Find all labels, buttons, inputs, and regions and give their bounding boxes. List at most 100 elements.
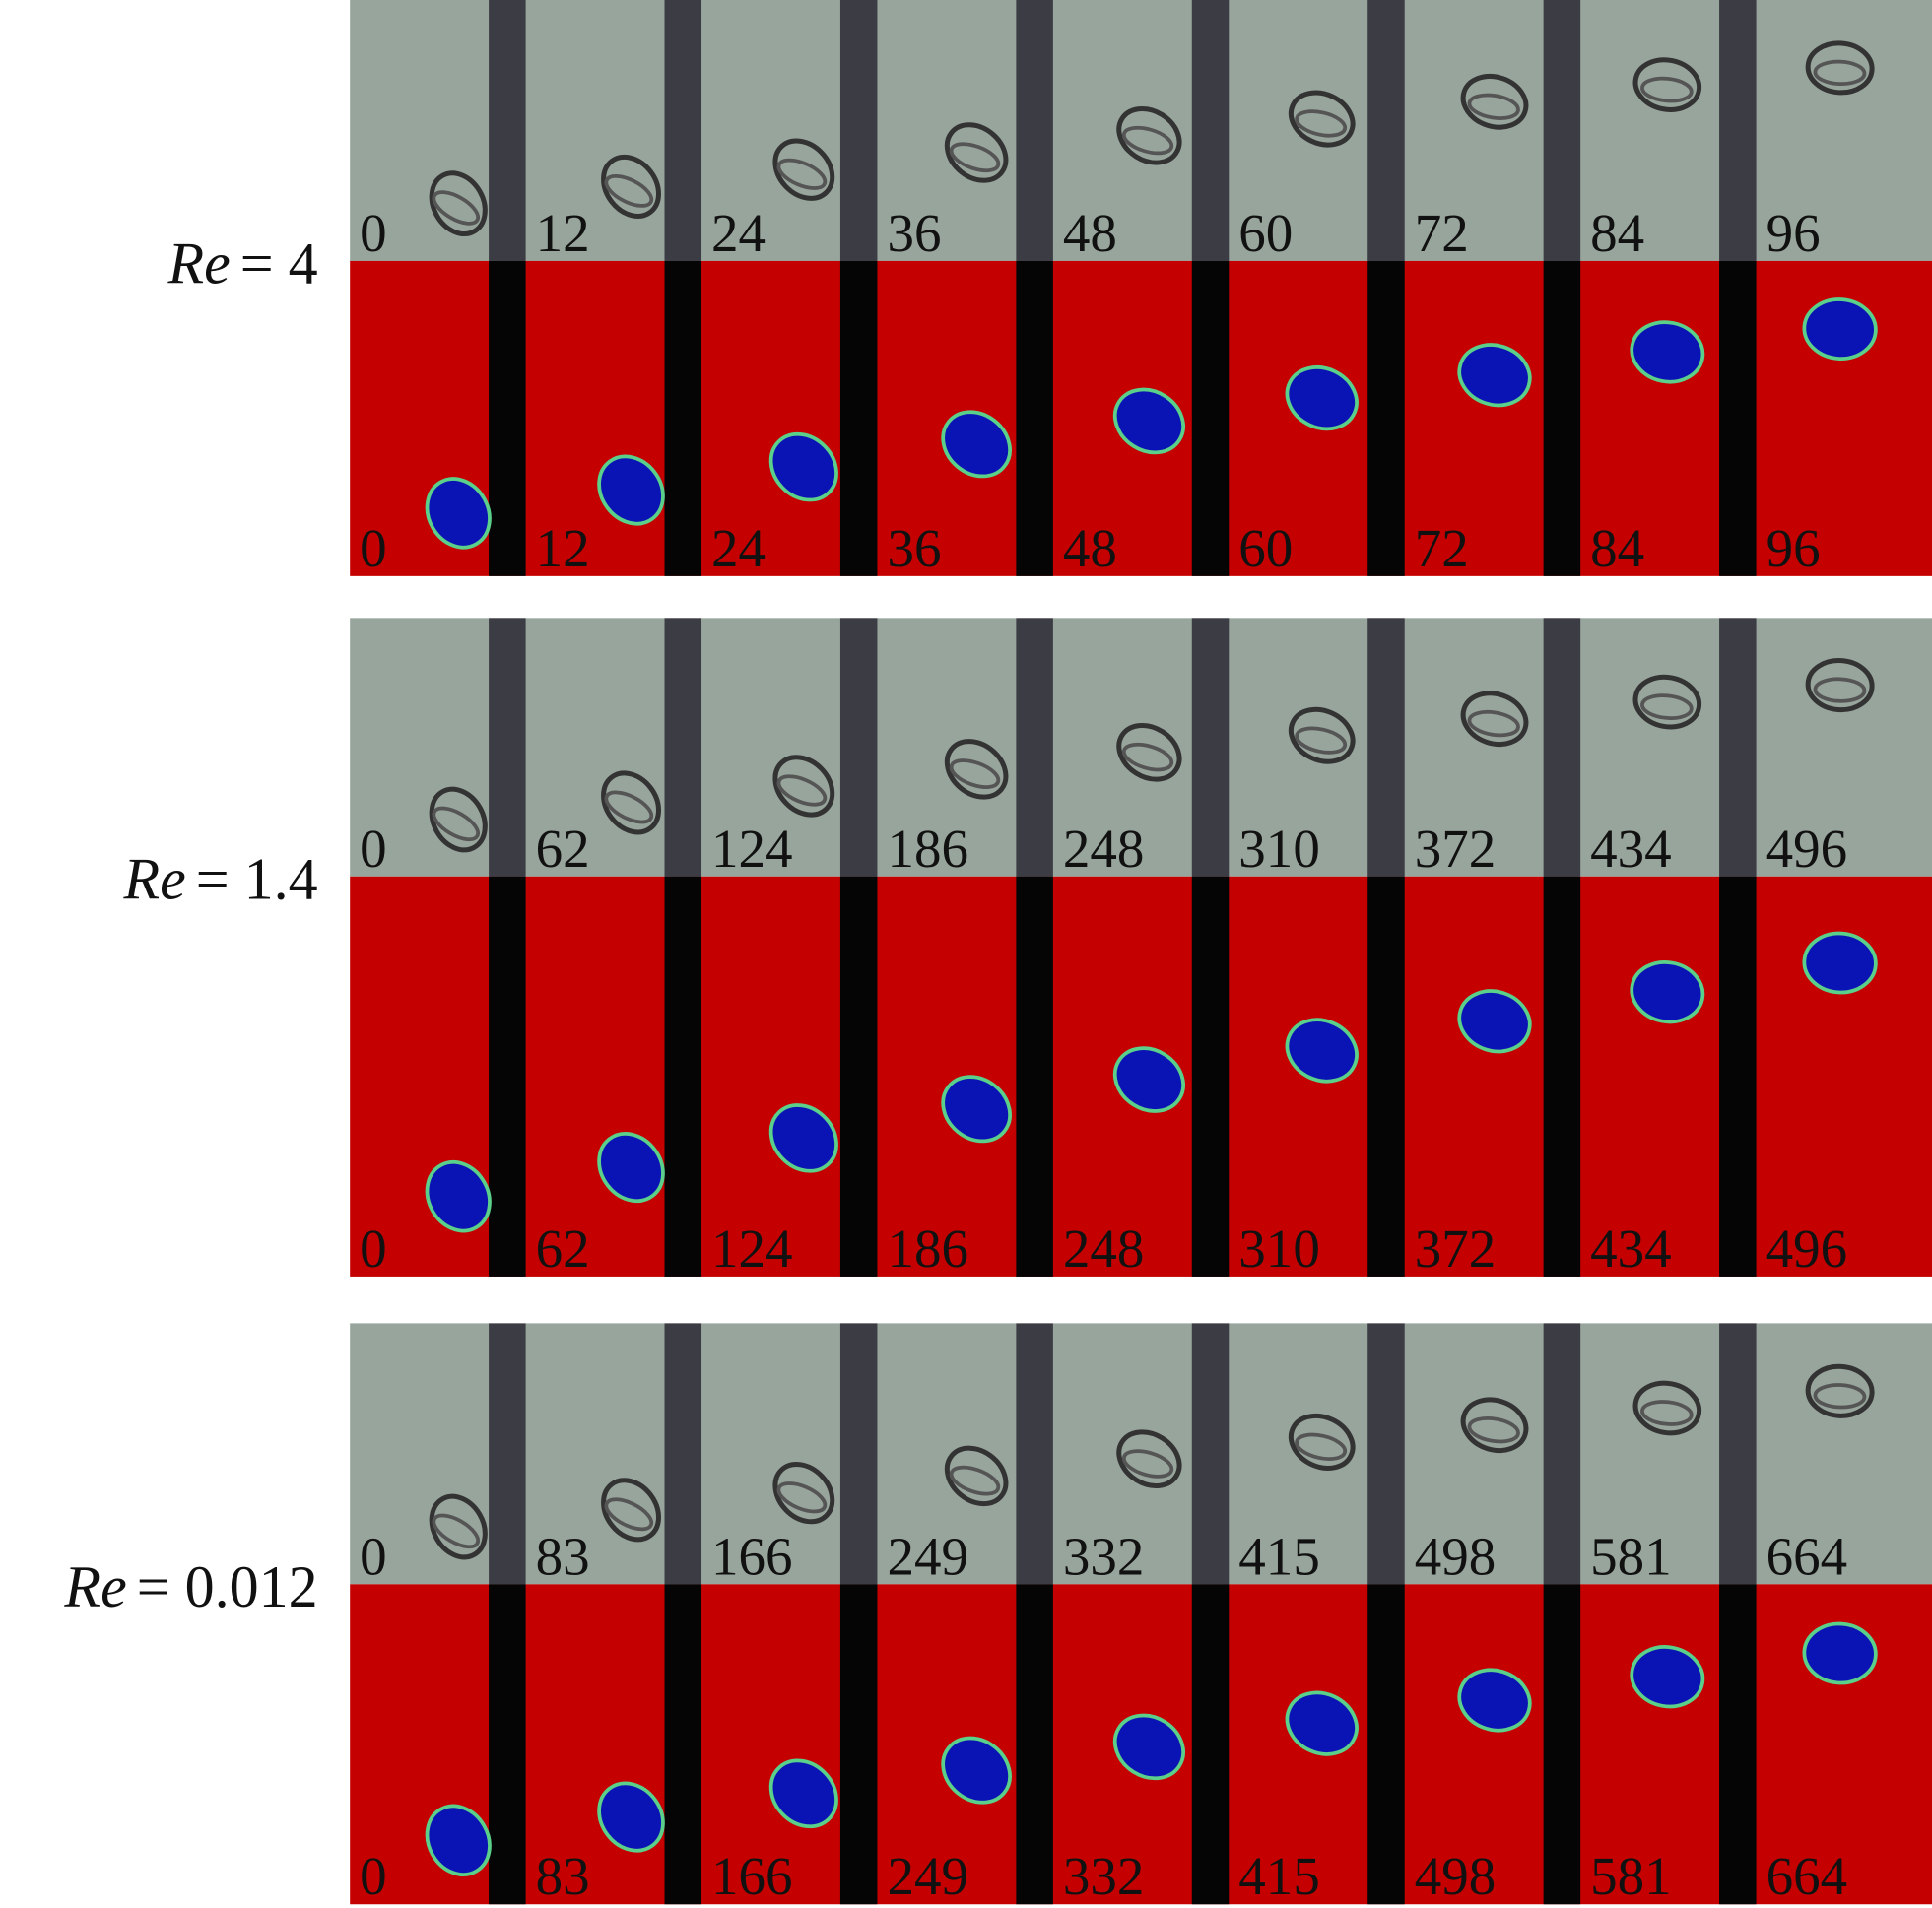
bubble-sim	[597, 1781, 665, 1853]
time-label-sim: 60	[1238, 518, 1293, 578]
time-label-photo: 60	[1238, 203, 1293, 263]
wall-photo	[1016, 0, 1053, 261]
bubble-sim	[1457, 1668, 1532, 1733]
row-label: Re = 1.4	[122, 846, 317, 911]
bubble-sim	[425, 1160, 492, 1233]
bubble-photo	[1632, 1380, 1702, 1436]
label-value: = 4	[240, 230, 318, 296]
bubble-photo	[944, 1445, 1009, 1507]
time-label-sim: 166	[711, 1846, 793, 1906]
time-label-sim: 62	[536, 1218, 590, 1279]
bubble-sim	[1285, 1690, 1359, 1756]
bubble-photo	[1288, 90, 1356, 148]
bubble-sim	[1630, 960, 1705, 1024]
wall-photo	[1191, 618, 1230, 877]
wall-sim	[1016, 1584, 1053, 1905]
time-label-photo: 0	[360, 1526, 387, 1586]
bubble-photo	[1116, 105, 1182, 165]
bubble-photo	[1632, 57, 1702, 112]
bubble-photo-inner	[432, 190, 480, 226]
wall-photo	[1543, 1323, 1581, 1585]
bubble-photo	[1116, 1429, 1182, 1488]
bubble-sim	[941, 1075, 1012, 1144]
time-label-sim: 83	[536, 1846, 590, 1906]
wall-photo	[489, 618, 526, 877]
bubble-sim	[425, 477, 492, 550]
bubble-photo	[772, 755, 835, 818]
bubble-sim	[941, 1736, 1012, 1805]
time-label-photo: 96	[1766, 203, 1821, 263]
bubble-sim	[1630, 320, 1705, 384]
time-label-sim: 249	[887, 1846, 968, 1906]
wall-photo	[1191, 0, 1230, 261]
time-label-photo: 581	[1590, 1526, 1672, 1586]
time-label-photo: 124	[711, 819, 793, 879]
bubble-photo	[1805, 1363, 1875, 1418]
bubble-photo	[429, 1493, 488, 1560]
bubble-photo-inner	[1640, 76, 1694, 103]
time-label-sim: 186	[887, 1218, 968, 1279]
wall-sim	[1719, 876, 1757, 1277]
bubble-sim	[1457, 989, 1532, 1054]
bubble-sim	[1630, 1645, 1705, 1709]
time-label-photo: 248	[1063, 819, 1145, 879]
bubble-sim	[597, 1132, 665, 1204]
bubble-photo-inner	[1813, 677, 1867, 703]
bubble-sim	[768, 431, 838, 502]
wall-sim	[489, 260, 526, 576]
time-label-photo: 496	[1766, 819, 1848, 879]
time-label-sim: 84	[1590, 518, 1644, 578]
bubble-photo-inner	[1467, 709, 1520, 738]
wall-photo	[1367, 0, 1405, 261]
label-symbol: Re	[63, 1554, 126, 1619]
bubble-sim	[1285, 365, 1359, 431]
time-label-photo: 83	[536, 1526, 590, 1586]
wall-sim	[1016, 876, 1053, 1277]
wall-photo	[664, 1323, 702, 1585]
bubble-sim	[1285, 1018, 1359, 1084]
time-label-sim: 248	[1063, 1218, 1145, 1279]
wall-sim	[1191, 1584, 1230, 1905]
wall-photo	[1016, 618, 1053, 877]
time-label-photo: 24	[711, 203, 766, 263]
bubble-photo	[429, 170, 488, 236]
bubble-photo	[944, 122, 1009, 183]
bubble-photo	[1460, 691, 1529, 747]
time-label-photo: 415	[1238, 1526, 1320, 1586]
wall-sim	[1719, 1584, 1757, 1905]
time-label-photo: 12	[536, 203, 590, 263]
bubble-sim	[1802, 297, 1878, 361]
bubble-photo-inner	[1121, 125, 1174, 156]
time-label-sim: 581	[1590, 1846, 1672, 1906]
time-label-photo: 0	[360, 819, 387, 879]
bubble-photo-inner	[776, 774, 828, 807]
bubble-photo-inner	[604, 1497, 654, 1532]
time-label-photo: 166	[711, 1526, 793, 1586]
bubble-photo	[1116, 722, 1182, 782]
bubble-photo-inner	[1467, 1416, 1520, 1444]
bubble-photo-inner	[604, 174, 654, 208]
bubble-sim	[768, 1103, 838, 1173]
experiment-strip	[350, 618, 1932, 877]
bubble-photo-inner	[1640, 693, 1694, 720]
bubble-photo	[1632, 674, 1702, 730]
wall-photo	[839, 0, 878, 261]
wall-photo	[1367, 618, 1405, 877]
bubble-photo	[1805, 658, 1875, 713]
label-symbol: Re	[122, 846, 185, 911]
wall-photo	[1719, 1323, 1757, 1585]
bubble-photo-inner	[1813, 1383, 1867, 1410]
time-label-photo: 310	[1238, 819, 1320, 879]
wall-photo	[1016, 1323, 1053, 1585]
time-label-photo: 332	[1063, 1526, 1145, 1586]
time-label-sim: 0	[360, 518, 387, 578]
wall-photo	[839, 618, 878, 877]
bubble-photo	[944, 739, 1009, 800]
bubble-sim	[1112, 1713, 1185, 1781]
bubble-photo-inner	[1121, 742, 1174, 772]
wall-photo	[664, 618, 702, 877]
bubble-sim	[1802, 1621, 1878, 1685]
time-label-photo: 62	[536, 819, 590, 879]
bubble-photo-inner	[432, 1513, 480, 1549]
wall-photo	[1543, 0, 1581, 261]
